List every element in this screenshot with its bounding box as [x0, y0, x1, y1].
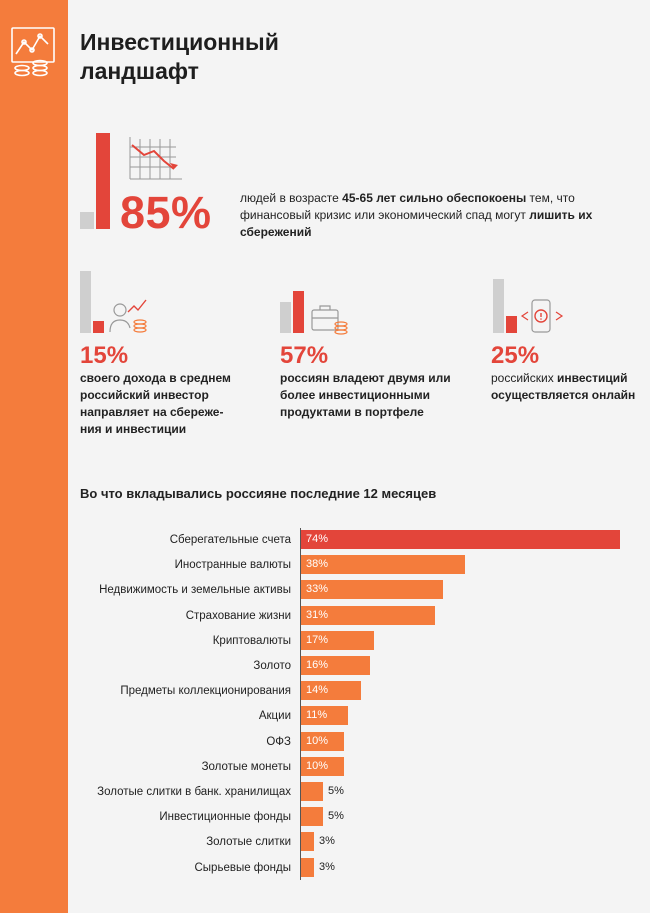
bar — [301, 807, 323, 827]
stat2-red-bar — [293, 291, 304, 333]
bar — [301, 555, 465, 575]
hero-percent: 85% — [120, 187, 212, 238]
stat3-grey-bar — [493, 279, 504, 333]
category-label: Сберегательные счета — [169, 534, 291, 546]
category-label: Недвижимость и земельные активы — [99, 584, 291, 597]
stat1-percent: 15% — [80, 342, 129, 369]
stat2-percent: 57% — [280, 342, 329, 369]
hero-grey-bar — [80, 212, 94, 229]
bar-value-label: 14% — [306, 684, 329, 697]
bar — [301, 857, 314, 877]
phone-alert-icon — [520, 299, 564, 333]
category-label: ОФЗ — [266, 735, 291, 748]
bar-value-label: 3% — [319, 835, 335, 848]
category-label: Золотые слитки — [206, 836, 291, 849]
bar-value-label: 38% — [306, 558, 329, 571]
stat2-grey-bar — [280, 302, 291, 333]
chart-axis-line — [300, 528, 301, 880]
stat1-red-bar — [93, 321, 104, 333]
category-label: Золото — [253, 660, 291, 672]
bar — [301, 530, 620, 549]
briefcase-coins-icon — [311, 305, 348, 335]
bar — [301, 580, 443, 600]
bar-value-label: 5% — [328, 785, 344, 797]
bar-value-label: 10% — [306, 734, 329, 747]
bar — [301, 731, 344, 751]
bar-value-label: 10% — [306, 759, 329, 772]
category-label: Предметы коллекционирования — [120, 685, 291, 698]
investment-chart-icon — [11, 27, 55, 77]
category-label: Иностранные валюты — [174, 559, 291, 572]
page-title: Инвестиционный ландшафт — [80, 28, 400, 86]
bar-value-label: 11% — [306, 709, 328, 722]
category-label: Сырьевые фонды — [194, 861, 291, 874]
title-line-2: ландшафт — [80, 58, 199, 84]
bar-value-label: 74% — [306, 533, 329, 545]
bar — [301, 605, 435, 625]
chart-title: Во что вкладывались россияне последние 1… — [80, 486, 437, 501]
stat3-red-bar — [506, 316, 517, 333]
bar-value-label: 5% — [328, 810, 344, 823]
person-coins-icon — [109, 299, 147, 333]
hero-red-bar — [96, 133, 110, 229]
bar-value-label: 33% — [306, 583, 329, 596]
bar — [301, 782, 323, 801]
stat3-percent: 25% — [491, 342, 540, 369]
stat1-text: своего дохода в среднем российский инвес… — [80, 371, 231, 436]
declining-chart-icon — [129, 137, 182, 180]
bar-value-label: 3% — [319, 860, 335, 873]
category-label: Акции — [258, 710, 291, 723]
bar-value-label: 16% — [306, 659, 329, 671]
title-line-1: Инвестиционный — [80, 29, 279, 55]
category-label: Страхование жизни — [185, 609, 291, 622]
hero-text: людей в возрасте 45-65 лет сильно обеспо… — [240, 191, 593, 239]
category-label: Криптовалюты — [212, 634, 291, 647]
category-label: Золотые слитки в банк. хранилищах — [97, 786, 291, 798]
bar — [301, 630, 374, 650]
category-label: Инвестиционные фонды — [159, 811, 291, 824]
bar — [301, 756, 344, 776]
stat2-text: россиян владеют двумя или более инвестиц… — [280, 371, 451, 419]
stat1-grey-bar — [80, 271, 91, 333]
bar-value-label: 17% — [306, 633, 329, 646]
orange-sidebar — [0, 0, 68, 913]
bar — [301, 681, 361, 701]
bar — [301, 706, 348, 726]
stat3-text: российских инвестиций осуществляется онл… — [491, 371, 636, 402]
category-label: Золотые монеты — [201, 760, 291, 773]
bar — [301, 832, 314, 852]
bar-value-label: 31% — [306, 608, 329, 621]
bar — [301, 656, 370, 675]
